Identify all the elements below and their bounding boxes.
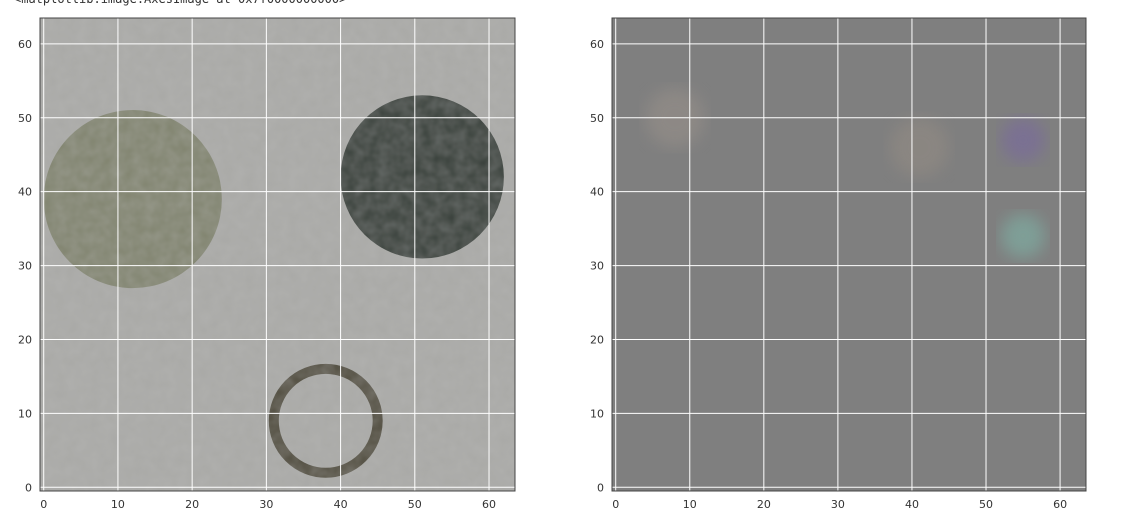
y-tick-label: 50 [18, 112, 32, 125]
y-tick-label: 10 [590, 407, 604, 420]
x-tick-label: 30 [831, 498, 845, 511]
x-tick-label: 20 [757, 498, 771, 511]
subplot-right: 0 10 20 30 40 50 60 0 10 20 30 40 50 60 [590, 17, 1087, 511]
y-tick-label: 30 [18, 260, 32, 273]
image-left [40, 18, 515, 491]
region-top-ring [268, 363, 383, 478]
saliency-hotspot-1 [889, 117, 949, 177]
region-dark-blob [340, 95, 504, 259]
y-tick-label: 0 [597, 481, 604, 494]
x-tick-label: 40 [334, 498, 348, 511]
y-tick-label: 60 [590, 38, 604, 51]
x-tick-label: 20 [185, 498, 199, 511]
y-tick-label: 20 [590, 333, 604, 346]
y-tick-label: 40 [590, 186, 604, 199]
x-tick-label: 50 [408, 498, 422, 511]
subplot-left: 0 10 20 30 40 50 60 0 10 20 30 40 50 60 [18, 17, 516, 511]
grid-right [612, 18, 1086, 491]
output-repr-text: <matplotlib.image.AxesImage at 0x7f00000… [14, 0, 1134, 8]
y-tick-label: 60 [18, 38, 32, 51]
y-tick-label: 40 [18, 186, 32, 199]
saliency-hotspot-2 [1000, 213, 1046, 259]
image-right [612, 18, 1086, 491]
x-tick-label: 0 [612, 498, 619, 511]
x-tick-label: 10 [683, 498, 697, 511]
y-tick-label: 0 [25, 481, 32, 494]
axes-frame-left [39, 17, 516, 492]
grid-left [40, 18, 515, 491]
x-tick-label: 60 [482, 498, 496, 511]
y-tick-label: 20 [18, 333, 32, 346]
x-tick-label: 40 [905, 498, 919, 511]
image-texture [40, 18, 515, 491]
ticks-right: 0 10 20 30 40 50 60 0 10 20 30 40 50 60 [590, 38, 1067, 511]
region-left-blob [43, 110, 222, 289]
x-tick-label: 30 [259, 498, 273, 511]
x-tick-label: 60 [1053, 498, 1067, 511]
x-tick-label: 50 [979, 498, 993, 511]
y-tick-label: 30 [590, 260, 604, 273]
axes-frame-right [611, 17, 1087, 492]
saliency-hotspot-3 [1000, 117, 1046, 163]
y-tick-label: 10 [18, 407, 32, 420]
x-tick-label: 10 [111, 498, 125, 511]
ticks-left: 0 10 20 30 40 50 60 0 10 20 30 40 50 60 [18, 38, 496, 511]
x-tick-label: 0 [40, 498, 47, 511]
y-tick-label: 50 [590, 112, 604, 125]
